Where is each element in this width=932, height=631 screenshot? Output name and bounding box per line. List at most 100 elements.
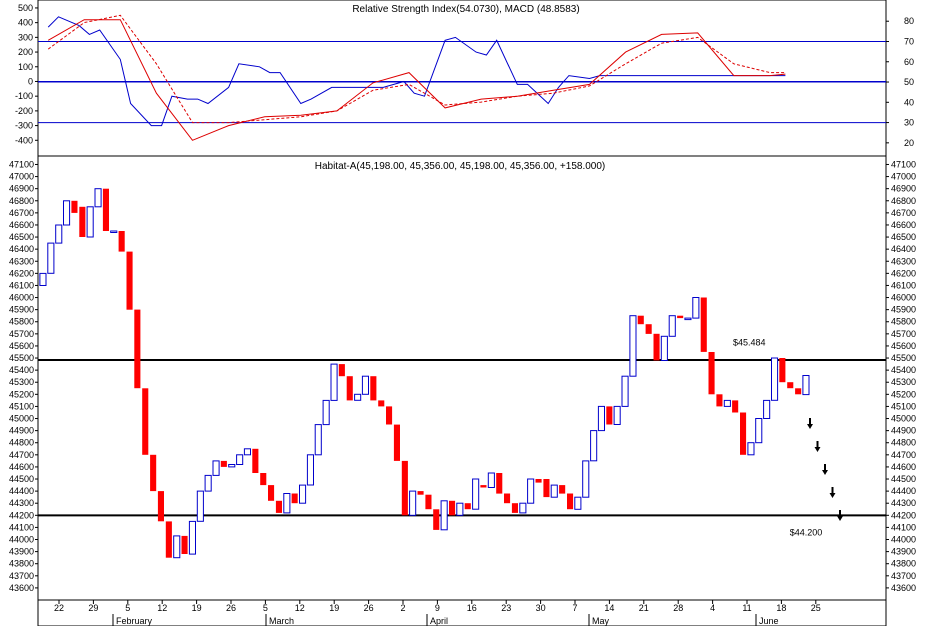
candle-up <box>574 496 582 510</box>
candle-up <box>188 520 196 555</box>
candle-down <box>346 376 353 401</box>
price-right-tick-label: 44600 <box>891 462 916 472</box>
price-left-tick-label: 45400 <box>9 365 34 375</box>
candle-down <box>677 315 684 319</box>
candle-down <box>370 376 377 401</box>
candle-down <box>425 494 432 510</box>
date-axis-day-tick-label: 26 <box>226 603 236 613</box>
projection-arrow <box>807 418 813 429</box>
candle-down <box>535 479 542 483</box>
candle-up <box>228 464 236 468</box>
price-left-tick-label: 46500 <box>9 232 34 242</box>
candle-down <box>378 400 385 407</box>
date-axis-month-label: June <box>759 616 779 626</box>
candle-down <box>134 309 141 389</box>
projection-arrow-head <box>807 424 813 429</box>
date-axis-day-tick-label: 16 <box>467 603 477 613</box>
price-left-tick-label: 46700 <box>9 208 34 218</box>
price-right-tick-label: 46000 <box>891 293 916 303</box>
candle-up <box>692 297 700 319</box>
indicator-title: Relative Strength Index(54.0730), MACD (… <box>352 4 579 15</box>
indicator-left-tick-label: -100 <box>15 91 33 101</box>
candle-up <box>763 399 771 419</box>
price-right-tick-label: 44100 <box>891 522 916 532</box>
price-right-tick-label: 44300 <box>891 498 916 508</box>
candle-down <box>291 493 298 504</box>
indicator-left-tick-label: 0 <box>28 76 33 86</box>
candle-down <box>150 454 157 492</box>
candle-up <box>63 200 71 226</box>
price-right-tick-label: 45800 <box>891 317 916 327</box>
price-annotation-label: $45.484 <box>733 337 766 347</box>
price-right-tick-label: 45100 <box>891 401 916 411</box>
date-axis-day-tick-label: 5 <box>125 603 130 613</box>
date-axis-day-tick-label: 19 <box>192 603 202 613</box>
price-left-tick-label: 44500 <box>9 474 34 484</box>
candle-up <box>723 399 731 407</box>
price-left-tick-label: 43900 <box>9 547 34 557</box>
price-left-tick-label: 46000 <box>9 293 34 303</box>
candle-down <box>567 493 574 510</box>
price-left-tick-label: 44100 <box>9 522 34 532</box>
price-left-tick-label: 45300 <box>9 377 34 387</box>
candle-down <box>165 521 172 558</box>
indicator-left-tick-label: 300 <box>18 32 33 42</box>
candle-up <box>684 317 692 321</box>
date-axis-day-tick-label: 23 <box>501 603 511 613</box>
price-right-tick-label: 44400 <box>891 486 916 496</box>
candle-down <box>268 485 275 501</box>
candle-down <box>79 206 86 237</box>
price-candles <box>39 188 810 559</box>
candle-down <box>795 388 802 395</box>
candle-down <box>102 188 109 231</box>
candle-down <box>740 412 747 455</box>
date-axis-day-tick-label: 18 <box>776 603 786 613</box>
price-right-tick-label: 44500 <box>891 474 916 484</box>
candle-up <box>472 478 480 510</box>
candle-down <box>417 491 424 495</box>
price-left-tick-label: 44700 <box>9 450 34 460</box>
indicator-left-axis: 500 400 300 200 100 0 -100 -200 -300 -400 <box>15 3 38 145</box>
price-right-tick-label: 45300 <box>891 377 916 387</box>
price-right-tick-label: 44000 <box>891 535 916 545</box>
indicator-series-line-2 <box>47 14 786 124</box>
candle-up <box>456 502 464 516</box>
date-axis-day-tick-label: 7 <box>572 603 577 613</box>
price-right-tick-label: 44900 <box>891 426 916 436</box>
candle-down <box>543 479 550 498</box>
price-left-tick-label: 44800 <box>9 438 34 448</box>
price-right-tick-label: 47000 <box>891 172 916 182</box>
price-right-tick-label: 45000 <box>891 414 916 424</box>
date-axis-day-tick-label: 30 <box>536 603 546 613</box>
price-left-tick-label: 45600 <box>9 341 34 351</box>
price-left-tick-label: 46600 <box>9 220 34 230</box>
candle-down <box>142 388 149 455</box>
candle-down <box>393 424 400 461</box>
candle-up <box>361 375 369 395</box>
candle-up <box>582 460 590 498</box>
price-left-tick-label: 46400 <box>9 244 34 254</box>
price-left-tick-label: 45100 <box>9 401 34 411</box>
indicator-right-tick-label: 70 <box>904 36 914 46</box>
candle-down <box>275 500 282 513</box>
candle-up <box>212 460 220 476</box>
indicator-left-tick-label: -200 <box>15 106 33 116</box>
candle-up <box>55 224 63 244</box>
price-right-tick-label: 47100 <box>891 159 916 169</box>
price-left-tick-label: 45900 <box>9 305 34 315</box>
candle-up <box>354 393 362 401</box>
price-left-axis: 47100 47000 46900 46800 46700 46600 46500 46400… <box>9 159 38 593</box>
candle-up <box>613 405 621 425</box>
projection-arrow <box>837 510 843 521</box>
candle-up <box>283 493 291 514</box>
price-right-tick-label: 46800 <box>891 196 916 206</box>
price-left-tick-label: 45500 <box>9 353 34 363</box>
price-right-tick-label: 46600 <box>891 220 916 230</box>
candle-down <box>449 500 456 516</box>
date-axis-day-tick-label: 21 <box>639 603 649 613</box>
indicator-reference-levels <box>38 40 886 124</box>
candle-up <box>527 478 535 504</box>
price-left-tick-label: 46800 <box>9 196 34 206</box>
